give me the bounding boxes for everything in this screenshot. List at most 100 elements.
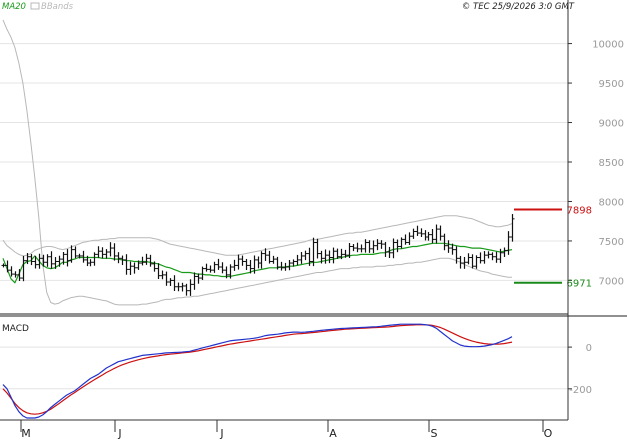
month-label: S (431, 427, 438, 440)
price-bar (466, 253, 471, 265)
price-bar (315, 238, 320, 259)
resistance-level-label: 7898 (567, 206, 592, 217)
price-bar (339, 248, 344, 260)
bb-upper-line (2, 215, 513, 257)
price-bar (228, 264, 233, 279)
price-bar (295, 254, 300, 266)
price-bar (77, 253, 82, 259)
price-bar (291, 259, 296, 267)
price-bar (25, 253, 30, 265)
source-timestamp: © TEC 25/9/2026 3:0 GMT (462, 2, 575, 12)
price-bar (17, 269, 22, 281)
price-bar (387, 246, 392, 258)
price-bar (490, 252, 495, 261)
price-bar (252, 255, 257, 274)
price-bar (438, 225, 443, 241)
price-bar (41, 254, 46, 267)
bb-lower-line (2, 19, 512, 306)
price-bar (136, 260, 141, 270)
price-bar (259, 251, 264, 269)
price-bar (275, 256, 280, 270)
month-label: O (544, 427, 553, 440)
price-bar (200, 266, 205, 281)
price-bar (140, 256, 145, 266)
price-bar (57, 255, 62, 267)
price-bar (53, 257, 58, 269)
price-bar (271, 255, 276, 264)
price-tick-label: 7000 (599, 276, 624, 287)
price-bar (65, 249, 70, 267)
price-bar (311, 237, 316, 267)
month-label: J (219, 427, 223, 440)
macd-lines (2, 323, 513, 419)
price-bar (446, 240, 451, 253)
price-bar (454, 246, 459, 264)
price-bar (415, 225, 420, 236)
price-tick-label: 8000 (599, 197, 624, 208)
price-bar (403, 234, 408, 245)
price-tick-label: 8500 (599, 158, 624, 169)
price-bar (192, 272, 197, 290)
price-bar (37, 253, 42, 269)
price-bar (61, 252, 66, 265)
price-bar (120, 255, 125, 266)
price-bar (267, 250, 272, 264)
price-bar (100, 247, 105, 259)
price-bar (407, 232, 412, 245)
price-bar (73, 246, 78, 259)
price-bar (212, 261, 217, 273)
price-bar (236, 254, 241, 270)
price-bar (462, 256, 467, 269)
price-bar (244, 258, 249, 270)
price-bar (88, 259, 93, 267)
price-bar (359, 244, 364, 253)
price-bar (430, 229, 435, 244)
price-bar (494, 251, 499, 263)
price-bar (232, 259, 237, 271)
month-label: A (329, 427, 337, 440)
month-label: M (21, 427, 31, 440)
price-bar (184, 283, 189, 296)
price-bar (168, 278, 173, 287)
bbands-legend-swatch (30, 2, 40, 10)
support-level-label: 6971 (567, 279, 592, 290)
price-bar (124, 254, 129, 275)
price-bar (506, 231, 511, 255)
ma-legend-label: MA20 (2, 2, 26, 12)
price-bar (399, 237, 404, 249)
price-bar (45, 254, 50, 267)
price-bar (112, 243, 117, 261)
price-bar (132, 262, 137, 274)
price-bar (383, 241, 388, 257)
macd-title: MACD (2, 324, 29, 334)
price-bar (323, 249, 328, 264)
price-bar (9, 266, 14, 277)
price-bar (307, 247, 312, 266)
macd-line (2, 323, 513, 419)
macd-axis-labels: 0 -200 (569, 343, 592, 396)
price-bar (144, 253, 149, 265)
price-bar (498, 248, 503, 264)
price-bar (208, 265, 213, 273)
price-bar (96, 246, 101, 259)
price-bar (335, 248, 340, 259)
price-bar (176, 282, 181, 292)
price-bar (160, 270, 165, 280)
price-bar (5, 260, 10, 273)
price-bar (188, 279, 193, 296)
price-bar (283, 262, 288, 271)
price-bar (248, 259, 253, 274)
macd-tick-label: 0 (586, 343, 592, 354)
price-bar (442, 233, 447, 251)
price-bar (33, 255, 38, 269)
price-bar (347, 243, 352, 258)
ma-legend-bg (2, 2, 25, 10)
price-bar (367, 240, 372, 253)
bbands-legend-label: BBands (41, 2, 74, 12)
price-bar (279, 261, 284, 271)
price-bar (152, 261, 157, 272)
price-bar (474, 255, 479, 269)
